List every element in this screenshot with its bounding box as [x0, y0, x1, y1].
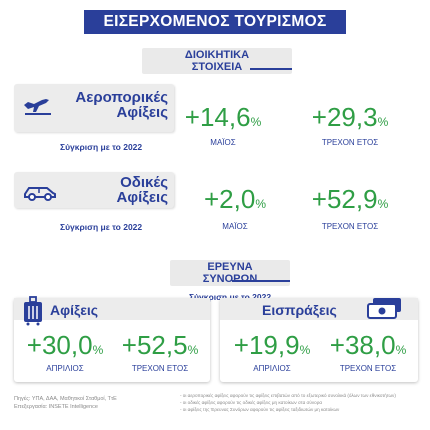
footer-note1: - οι αεροπορικές αφίξεις αφορούν τις αφί…	[180, 393, 396, 398]
border-section-underline	[232, 280, 290, 282]
road-arrivals-label: Οδικές Αφίξεις	[58, 174, 169, 206]
air-stat-ytd-number: +29,3	[311, 102, 378, 132]
arrivals-stat-april-unit: %	[92, 343, 104, 357]
admin-section-header: ΔΙΟΙΚΗΤΙΚΑ ΣΤΟΙΧΕΙΑ	[142, 48, 292, 74]
border-arrivals-title: Αφίξεις	[50, 302, 99, 318]
airplane-icon	[24, 99, 51, 115]
arrivals-stat-ytd-value: +52,5%	[112, 330, 208, 361]
air-stat-ytd-unit: %	[377, 115, 389, 129]
road-stat-ytd-label: ΤΡΕΧΟΝ ΕΤΟΣ	[321, 222, 379, 231]
footer-notes: - οι αεροπορικές αφίξεις αφορούν τις αφί…	[180, 392, 420, 413]
air-stat-ytd-value: +29,3%	[300, 102, 400, 133]
arrivals-stat-april-value: +30,0%	[20, 330, 110, 361]
road-arrivals-label-line2: Αφίξεις	[116, 189, 169, 206]
receipts-stat-april-number: +19,9	[233, 330, 300, 360]
air-arrivals-label: Αεροπορικές Αφίξεις	[58, 90, 168, 120]
road-stat-ytd-unit: %	[377, 197, 389, 211]
road-stat-may-value: +2,0%	[190, 184, 280, 215]
receipts-stat-ytd-number: +38,0	[329, 330, 396, 360]
footer-source-line2: Επεξεργασία: INSETE Intelligence	[14, 403, 98, 410]
road-stat-may-number: +2,0	[204, 184, 256, 214]
air-stat-ytd-label: ΤΡΕΧΟΝ ΕΤΟΣ	[321, 138, 379, 147]
receipts-stat-ytd-value: +38,0%	[320, 330, 416, 361]
receipts-stat-april-label: ΑΠΡΙΛΙΟΣ	[253, 364, 291, 373]
road-arrivals-label-line1: Οδικές	[120, 174, 168, 191]
receipts-stat-april-unit: %	[299, 343, 311, 357]
air-stat-may-unit: %	[250, 115, 262, 129]
admin-section-line1: ΔΙΟΙΚΗΤΙΚΑ	[184, 49, 250, 61]
border-section-header: ΕΡΕΥΝΑ ΣΥΝΟΡΩΝ	[170, 260, 290, 286]
luggage-icon	[24, 296, 42, 326]
border-arrivals-header	[14, 298, 210, 320]
footer-sources: Πηγές: ΥΠΑ, ΔΑΑ, Μαθητικοί Σταθμοί, ΤτΕ …	[14, 396, 164, 411]
arrivals-stat-april-number: +30,0	[26, 330, 93, 360]
air-arrivals-card	[14, 84, 174, 132]
border-section-line2: ΣΥΝΟΡΩΝ	[202, 273, 258, 285]
page-title: ΕΙΣΕΡΧΟΜΕΝΟΣ ΤΟΥΡΙΣΜΟΣ	[84, 10, 346, 34]
admin-section-line2: ΣΤΟΙΧΕΙΑ	[191, 61, 243, 73]
footer-note3: - οι αφίξεις της Έρευνας Συνόρων αφορούν…	[180, 407, 340, 412]
air-arrivals-label-line1: Αεροπορικές	[75, 89, 168, 106]
admin-section-underline	[250, 68, 292, 70]
arrivals-stat-ytd-unit: %	[187, 343, 199, 357]
road-stat-may-label: ΜΑΪΟΣ	[222, 222, 248, 231]
money-icon	[367, 298, 401, 319]
footer-note2: - οι οδικές αφίξεις αφορούν τις οδικές α…	[180, 400, 322, 405]
receipts-stat-april-value: +19,9%	[226, 330, 318, 361]
air-compare-text: Σύγκριση με το 2022	[60, 142, 143, 152]
arrivals-stat-ytd-label: ΤΡΕΧΟΝ ΕΤΟΣ	[131, 364, 189, 373]
road-stat-ytd-number: +52,9	[311, 184, 378, 214]
air-stat-may-label: ΜΑΪΟΣ	[210, 138, 236, 147]
border-receipts-title: Εισπράξεις	[262, 302, 337, 318]
arrivals-stat-ytd-number: +52,5	[121, 330, 188, 360]
arrivals-stat-april-label: ΑΠΡΙΛΙΟΣ	[46, 364, 84, 373]
receipts-stat-ytd-label: ΤΡΕΧΟΝ ΕΤΟΣ	[339, 364, 397, 373]
air-stat-may-value: +14,6%	[178, 102, 268, 133]
road-arrivals-card	[14, 172, 174, 208]
road-stat-ytd-value: +52,9%	[300, 184, 400, 215]
air-arrivals-label-line2: Αφίξεις	[116, 104, 169, 121]
border-compare-text: Σύγκριση με το 2022	[188, 292, 272, 302]
receipts-stat-ytd-unit: %	[395, 343, 407, 357]
border-section-line1: ΕΡΕΥΝΑ	[207, 261, 253, 273]
road-compare-text: Σύγκριση με το 2022	[60, 222, 143, 232]
footer-source-line1: Πηγές: ΥΠΑ, ΔΑΑ, Μαθητικοί Σταθμοί, ΤτΕ	[14, 396, 117, 402]
car-icon	[24, 187, 56, 201]
air-stat-may-number: +14,6	[184, 102, 251, 132]
road-stat-may-unit: %	[255, 197, 266, 211]
